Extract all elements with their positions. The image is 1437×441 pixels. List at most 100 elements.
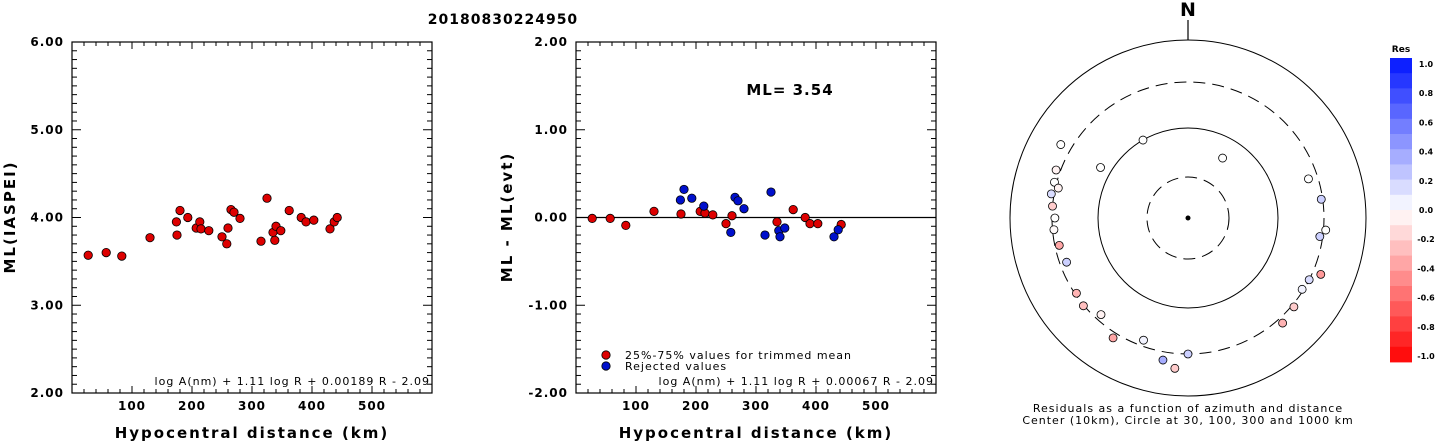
color-scale-label: 0.4 [1419, 148, 1434, 157]
trimmed-point [708, 210, 718, 220]
station-residual-point [1046, 189, 1056, 199]
polar-caption-line1: Residuals as a function of azimuth and d… [1033, 402, 1343, 415]
rejected-point [699, 201, 709, 211]
station-residual-point [1051, 165, 1061, 175]
y-axis-label: ML(IASPEI) [1, 160, 19, 273]
trimmed-point [788, 205, 798, 215]
legend-label-trimmed: 25%-75% values for trimmed mean [625, 349, 852, 362]
y-tick-label: 5.00 [30, 123, 64, 137]
trimmed-point [621, 220, 631, 230]
color-scale-title: Res [1392, 45, 1410, 55]
data-point [204, 226, 214, 236]
ml-value-annotation: ML= 3.54 [746, 81, 833, 99]
y-tick-label: 3.00 [30, 298, 64, 312]
data-point [332, 212, 342, 223]
data-point [222, 239, 232, 249]
rejected-point [833, 225, 843, 235]
color-scale-label: -1.0 [1417, 352, 1435, 361]
color-scale-label: 0.2 [1419, 177, 1433, 186]
trimmed-point [587, 213, 597, 223]
data-point [171, 217, 181, 227]
station-residual-point [1053, 183, 1063, 193]
color-scale-cell [1390, 179, 1412, 196]
x-tick-label: 400 [802, 399, 830, 413]
distance-ring [1097, 127, 1279, 309]
x-axis-label: Hypocentral distance (km) [619, 424, 894, 441]
color-scale-label: 0.8 [1419, 89, 1434, 98]
y-tick-label: 0.00 [534, 211, 568, 225]
trimmed-point [813, 219, 823, 229]
x-tick-label: 100 [622, 399, 650, 413]
rejected-point [760, 230, 770, 240]
color-scale-cell [1390, 134, 1412, 150]
y-axis-label: ML - ML(evt) [498, 152, 516, 282]
data-point [301, 217, 311, 227]
station-residual-point [1072, 288, 1081, 298]
station-residual-point [1278, 318, 1287, 328]
magnitude-formula: log A(nm) + 1.11 log R + 0.00189 R - 2.0… [155, 375, 430, 388]
data-point [217, 232, 227, 242]
x-tick-label: 500 [358, 399, 386, 413]
color-scale-cell [1390, 118, 1412, 135]
data-point [175, 205, 185, 216]
station-residual-point [1316, 269, 1326, 279]
color-scale-label: -0.6 [1417, 294, 1435, 303]
epicenter-dot [1185, 215, 1191, 221]
azimuth-residual-plot: N Residuals as a function of azimuth and… [1009, 0, 1367, 427]
y-tick-label: -1.00 [528, 298, 568, 312]
residual-color-scale: Res 1.0 0.8 0.6 0.4 0.2 0.0 -0.2 -0.4 -0.6 -0.8 -1… [1390, 45, 1435, 363]
residual-vs-distance-plot: 100 200 300 400 500 -2.00 -1.00 0.00 1.00 2.00 ML… [498, 35, 937, 441]
color-scale-cell [1390, 103, 1412, 120]
trimmed-point [772, 217, 782, 227]
color-scale-label: 0.0 [1419, 206, 1434, 215]
color-scale-cell [1390, 88, 1412, 104]
station-residual-point [1138, 135, 1148, 145]
station-residual-point [1108, 333, 1118, 343]
color-scale-cell [1390, 255, 1412, 272]
magnitude-formula: log A(nm) + 1.11 log R + 0.00067 R - 2.0… [659, 375, 934, 388]
data-point [309, 215, 319, 225]
station-residual-point [1304, 174, 1313, 184]
rejected-point [829, 232, 839, 242]
station-residual-point [1170, 363, 1180, 373]
data-point [325, 224, 335, 234]
color-scale-cell [1390, 286, 1412, 302]
x-axis-label: Hypocentral distance (km) [115, 424, 390, 441]
station-residual-point [1048, 201, 1057, 211]
trimmed-point [805, 219, 815, 229]
station-residual-point [1304, 275, 1314, 285]
color-scale-cell [1390, 149, 1412, 165]
color-scale-cell [1390, 58, 1412, 74]
rejected-point [766, 187, 776, 197]
color-scale-label: 1.0 [1419, 60, 1434, 69]
station-residual-point [1054, 240, 1064, 250]
rejected-point [675, 195, 686, 205]
station-residual-point [1139, 335, 1148, 345]
x-tick-label: 200 [178, 399, 206, 413]
color-scale-cell [1390, 210, 1412, 226]
color-scale-cell [1390, 194, 1412, 211]
y-tick-label: 1.00 [534, 123, 568, 137]
y-tick-label: -2.00 [528, 386, 568, 400]
y-tick-label: 6.00 [30, 35, 64, 49]
color-scale-label: -0.4 [1417, 264, 1435, 273]
event-id-title: 20180830224950 [428, 12, 578, 28]
x-tick-label: 400 [298, 399, 326, 413]
data-point [101, 248, 111, 258]
trimmed-point [800, 212, 810, 223]
color-scale-cell [1390, 331, 1412, 348]
data-point [83, 250, 93, 260]
data-point [172, 230, 182, 240]
data-point [145, 233, 155, 243]
rejected-point [687, 193, 697, 203]
rejected-point [775, 232, 785, 242]
rejected-point [739, 204, 749, 214]
station-residual-point [1062, 257, 1071, 267]
station-residual-point [1078, 301, 1088, 311]
data-point [270, 235, 280, 245]
trimmed-point [605, 213, 615, 223]
station-residual-point [1158, 355, 1168, 365]
x-tick-label: 300 [742, 399, 770, 413]
data-point [284, 205, 294, 216]
station-residual-point [1321, 225, 1331, 235]
